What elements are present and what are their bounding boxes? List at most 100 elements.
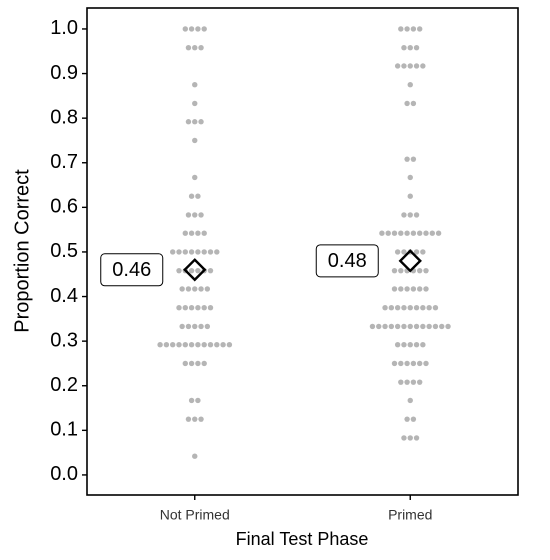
data-dot [214, 342, 220, 348]
data-dot [417, 360, 423, 367]
data-dot [188, 230, 195, 236]
data-dot [404, 230, 410, 236]
data-dot [207, 304, 214, 311]
data-dot [188, 360, 195, 367]
y-axis-label: Proportion Correct [11, 169, 33, 333]
mean-label: 0.46 [112, 259, 151, 281]
data-dot [401, 249, 407, 255]
data-dot [201, 360, 207, 367]
data-dot [185, 119, 192, 125]
data-dot [394, 323, 401, 330]
data-dot [398, 230, 404, 236]
y-tick-label: 0.1 [50, 419, 78, 441]
data-dot [382, 304, 388, 311]
data-dot [170, 249, 176, 255]
data-dot [188, 26, 195, 32]
data-dot [192, 119, 198, 125]
data-dot [176, 249, 182, 255]
data-dot [198, 323, 204, 330]
mean-marker [183, 258, 207, 282]
data-dot [207, 342, 214, 348]
data-dot [182, 249, 188, 255]
data-dot [195, 249, 201, 255]
data-dot [192, 100, 198, 107]
data-dot [192, 286, 198, 292]
data-dot [407, 212, 413, 218]
data-dot [413, 304, 420, 311]
data-dot [376, 323, 382, 330]
data-dot [401, 44, 407, 51]
data-dot [192, 82, 198, 88]
data-dot [439, 323, 445, 330]
mean-label-box [100, 253, 164, 287]
data-dot [410, 230, 417, 236]
data-dot [404, 156, 410, 162]
data-dot [404, 379, 410, 385]
data-dot [192, 453, 198, 459]
data-dot [404, 100, 410, 107]
data-dot [407, 174, 413, 181]
data-dot [192, 44, 198, 51]
data-dot [391, 230, 398, 236]
y-tick-label: 0.7 [50, 151, 78, 173]
data-dot [398, 267, 404, 274]
data-dot [226, 342, 233, 348]
data-dot [195, 267, 201, 274]
data-dot [176, 342, 182, 348]
data-dot [198, 119, 204, 125]
data-dot [201, 342, 207, 348]
data-dot [426, 323, 432, 330]
data-dot [410, 379, 417, 385]
y-tick-label: 0.5 [50, 240, 78, 262]
data-dot [401, 212, 407, 218]
data-dot [188, 304, 195, 311]
y-tick-label: 0.0 [50, 463, 78, 485]
data-dot [157, 342, 163, 348]
data-dot [398, 26, 404, 32]
data-dot [201, 249, 207, 255]
data-dot [413, 435, 420, 441]
data-dot [407, 193, 413, 199]
data-dot [182, 342, 188, 348]
data-dot [188, 397, 195, 404]
data-dot [391, 267, 398, 274]
data-dot [382, 323, 388, 330]
data-dot [188, 249, 195, 255]
y-tick-label: 1.0 [50, 17, 78, 39]
data-dot [185, 323, 192, 330]
data-dot [394, 249, 401, 255]
plot-frame [86, 7, 519, 496]
data-dot [417, 230, 423, 236]
data-dot [407, 82, 413, 88]
data-dot [398, 360, 404, 367]
data-dot [410, 100, 417, 107]
data-dot [413, 44, 420, 51]
data-dot [185, 44, 192, 51]
data-dot [198, 212, 204, 218]
data-dot [220, 342, 226, 348]
data-dot [417, 379, 423, 385]
data-dot [195, 26, 201, 32]
data-dot [201, 230, 207, 236]
y-tick-label: 0.6 [50, 196, 78, 218]
data-dot [407, 44, 413, 51]
y-tick-label: 0.9 [50, 62, 78, 84]
data-dot [420, 63, 426, 69]
data-dot [369, 323, 376, 330]
data-dot [198, 44, 204, 51]
data-dot [188, 267, 195, 274]
data-dot [188, 193, 195, 199]
data-dot [401, 63, 407, 69]
data-dot [429, 230, 435, 236]
data-dot [410, 360, 417, 367]
data-dot [195, 193, 201, 199]
data-dot [185, 416, 192, 422]
data-dot [201, 304, 207, 311]
data-dot [391, 286, 398, 292]
y-tick-label: 0.4 [50, 285, 78, 307]
data-dot [426, 304, 432, 311]
data-dot [198, 286, 204, 292]
data-dot [417, 286, 423, 292]
data-dot [432, 304, 439, 311]
data-dot [404, 416, 410, 422]
